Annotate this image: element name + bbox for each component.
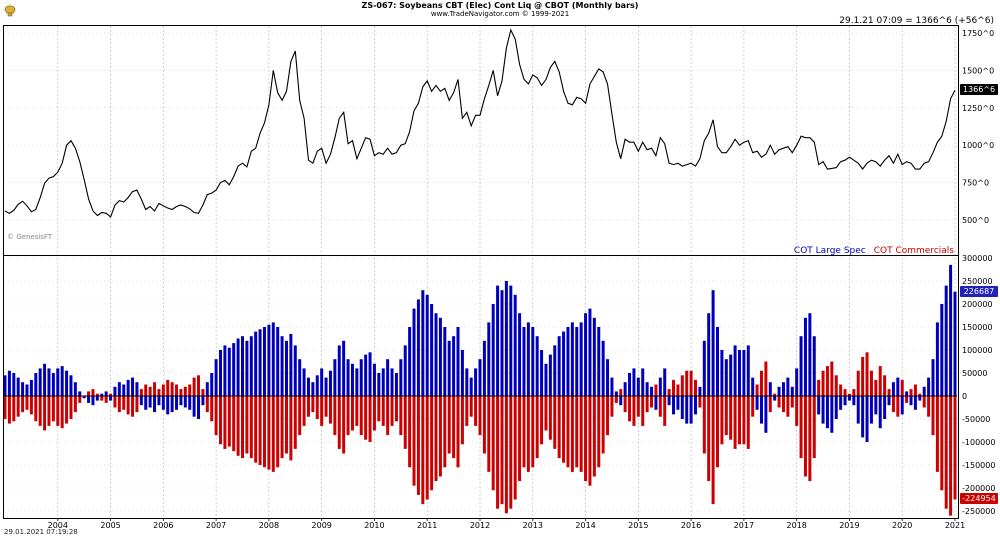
svg-text:2007: 2007	[206, 521, 226, 530]
svg-text:2021: 2021	[945, 521, 965, 530]
svg-text:-100000: -100000	[962, 438, 995, 447]
last-price-tag: 1366^6	[960, 84, 998, 95]
svg-text:1250^0: 1250^0	[962, 104, 994, 113]
svg-text:500^0: 500^0	[962, 216, 989, 225]
chart-title: ZS-067: Soybeans CBT (Elec) Cont Liq @ C…	[361, 1, 639, 10]
svg-text:2017: 2017	[734, 521, 754, 530]
svg-text:2019: 2019	[839, 521, 859, 530]
last-quote-readout: 29.1.21 07:09 = 1366^6 (+56^6)	[839, 16, 994, 26]
cot-spec-value-tag: 226687	[960, 286, 998, 297]
svg-text:-50000: -50000	[962, 415, 990, 424]
svg-text:2005: 2005	[100, 521, 120, 530]
cot-comm-value-tag: -224954	[960, 493, 998, 504]
site-credit: www.TradeNavigator.com © 1999-2021	[430, 10, 570, 19]
svg-text:2010: 2010	[364, 521, 384, 530]
legend-cot-commercials: COT Commercials	[873, 246, 954, 256]
svg-text:2011: 2011	[417, 521, 437, 530]
svg-text:750^0: 750^0	[962, 179, 989, 188]
legend-cot-large-spec: COT Large Spec	[793, 246, 866, 256]
svg-text:2009: 2009	[312, 521, 332, 530]
svg-text:50000: 50000	[962, 369, 987, 378]
svg-text:2020: 2020	[892, 521, 912, 530]
cot-spec-bars	[3, 264, 957, 442]
svg-text:2013: 2013	[523, 521, 543, 530]
svg-text:2016: 2016	[681, 521, 701, 530]
svg-text:300000: 300000	[962, 254, 993, 263]
cot-commercial-bars	[3, 352, 957, 516]
svg-text:2018: 2018	[787, 521, 807, 530]
svg-text:100000: 100000	[962, 346, 993, 355]
svg-text:2004: 2004	[48, 521, 68, 530]
svg-text:-250000: -250000	[962, 507, 995, 516]
genesis-watermark: © GenesisFT	[7, 233, 53, 241]
svg-text:2006: 2006	[153, 521, 173, 530]
svg-text:1750^0: 1750^0	[962, 29, 994, 38]
svg-text:0: 0	[962, 392, 967, 401]
svg-text:2012: 2012	[470, 521, 490, 530]
genesis-lamp-icon	[3, 2, 17, 18]
chart-header: ZS-067: Soybeans CBT (Elec) Cont Liq @ C…	[0, 1, 1000, 18]
generation-timestamp: 29.01.2021 07:19:28	[4, 528, 78, 536]
svg-text:1000^0: 1000^0	[962, 141, 994, 150]
svg-text:2008: 2008	[259, 521, 279, 530]
svg-text:2014: 2014	[575, 521, 595, 530]
svg-text:200000: 200000	[962, 300, 993, 309]
cot-legend: COT Large Spec COT Commercials	[794, 246, 954, 256]
svg-text:1500^0: 1500^0	[962, 66, 994, 75]
svg-text:-200000: -200000	[962, 484, 995, 493]
svg-text:2015: 2015	[628, 521, 648, 530]
svg-text:150000: 150000	[962, 323, 993, 332]
price-line	[4, 28, 956, 218]
svg-text:250000: 250000	[962, 277, 993, 286]
svg-text:-150000: -150000	[962, 461, 995, 470]
